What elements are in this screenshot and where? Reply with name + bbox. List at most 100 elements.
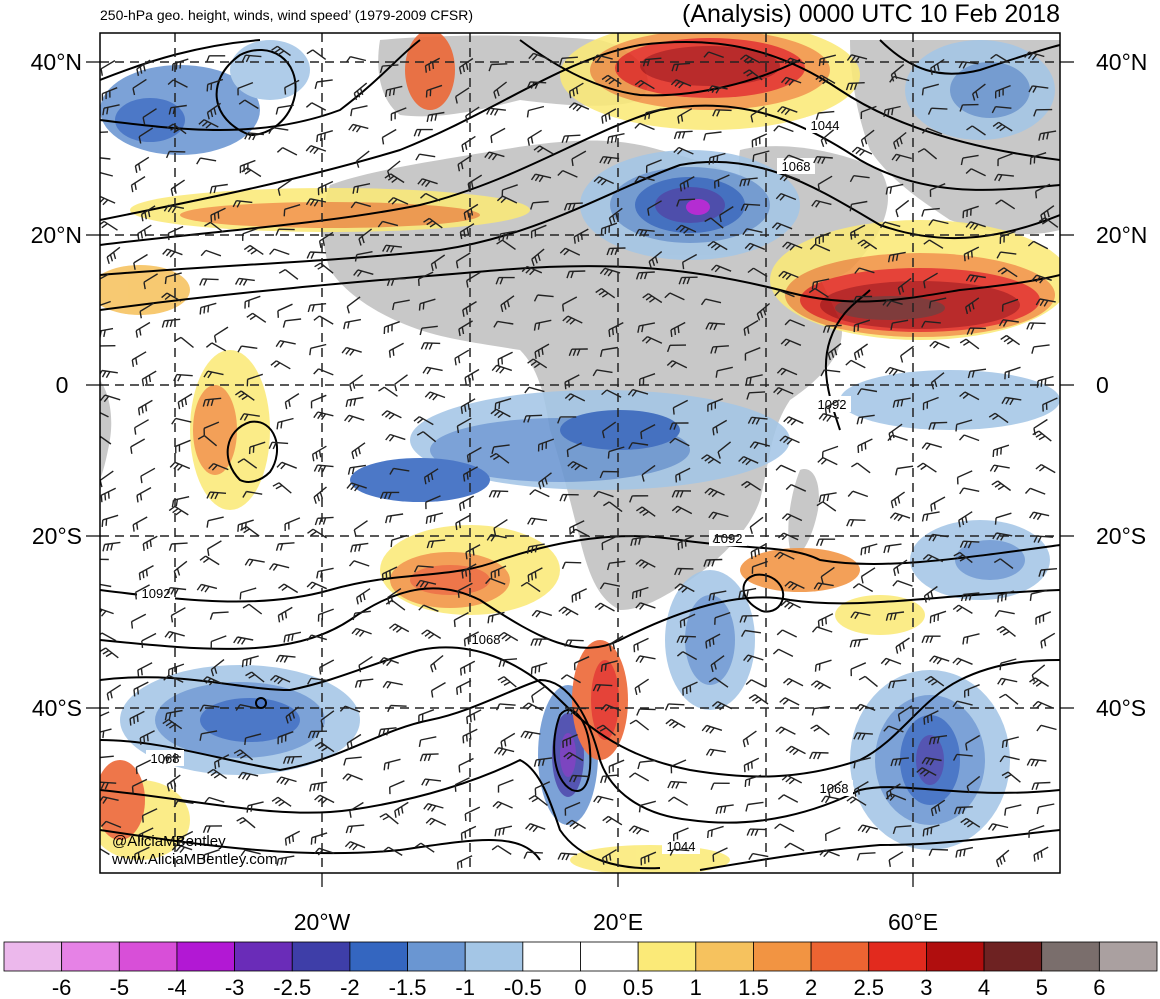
wind-barb-feather — [169, 251, 176, 258]
wind-barb — [1007, 771, 1021, 783]
wind-barb-feather — [714, 266, 721, 273]
wind-barb-feather — [991, 480, 999, 486]
colorbar-tick-label: -2 — [340, 975, 360, 999]
wind-barb-feather — [811, 626, 818, 633]
wind-barb-feather — [345, 399, 349, 408]
wind-barb-feather — [386, 659, 392, 667]
wind-barb — [993, 444, 1010, 451]
wind-barb — [132, 778, 148, 788]
wind-barb-feather — [95, 158, 98, 164]
wind-barb-feather — [956, 659, 962, 666]
wind-barb-feather — [280, 421, 283, 429]
wind-barb-feather — [849, 204, 853, 212]
wind-barb-feather — [748, 694, 756, 700]
wind-barb-feather — [686, 180, 689, 188]
wind-barb-feather — [201, 120, 209, 127]
wind-barb-feather — [889, 512, 896, 519]
wind-barb-feather — [895, 154, 901, 162]
wind-barb — [785, 600, 801, 609]
wind-barb-feather — [853, 82, 858, 90]
wind-barb-feather — [385, 572, 388, 580]
height-contour — [699, 829, 1060, 871]
wind-barb-feather — [782, 699, 789, 705]
wind-barb-feather — [557, 416, 561, 424]
wind-barb-feather — [889, 790, 893, 798]
wind-barb — [635, 719, 650, 731]
wind-barb-feather — [565, 317, 572, 324]
wind-barb-feather — [599, 349, 603, 358]
wind-barb — [349, 374, 364, 385]
wind-barb-feather — [145, 377, 148, 385]
wind-barb-feather — [605, 855, 608, 863]
wind-barb-feather — [962, 637, 965, 645]
wind-barb-feather — [520, 730, 526, 738]
wind-barb — [679, 583, 695, 593]
wind-barb-feather — [434, 113, 438, 121]
wind-barb-feather — [964, 515, 968, 524]
wind-barb-feather — [243, 528, 250, 534]
wind-barb-feather — [1000, 447, 1002, 455]
wind-barb-feather — [392, 625, 399, 631]
wind-barb-feather — [852, 583, 860, 589]
wind-barb-feather — [710, 829, 713, 837]
wind-barb-feather — [282, 320, 286, 328]
wind-barb — [779, 823, 795, 833]
wind-barb-feather — [645, 337, 652, 344]
wind-barb-feather — [604, 663, 607, 671]
wind-barb-feather — [499, 367, 505, 374]
wind-barb-feather — [131, 786, 134, 794]
wind-barb — [1029, 487, 1046, 495]
wind-barb-feather — [710, 264, 717, 271]
wind-barb-feather — [850, 519, 855, 527]
wind-barb-feather — [639, 603, 645, 610]
wind-barb-feather — [880, 657, 887, 665]
wind-barb — [166, 272, 182, 278]
height-contour — [100, 829, 541, 861]
wind-barb-feather — [533, 294, 539, 302]
wind-barb-feather — [821, 795, 826, 803]
wind-barb — [422, 178, 438, 185]
wind-barb — [1037, 700, 1053, 709]
wind-barb-feather — [891, 254, 895, 262]
wind-barb-feather — [138, 163, 141, 171]
wind-barb-feather — [607, 451, 610, 459]
wind-barb — [814, 243, 831, 252]
wind-barb-feather — [744, 483, 752, 489]
wind-barb — [674, 437, 690, 447]
wind-barb-feather — [484, 151, 490, 159]
wind-barb-feather — [202, 399, 206, 407]
wind-barb-feather — [565, 610, 572, 616]
wind-barb — [319, 231, 334, 242]
wind-barb-feather — [428, 63, 431, 71]
wind-barb-feather — [610, 248, 615, 256]
wind-barb-feather — [973, 223, 979, 231]
wind-barb-feather — [140, 231, 144, 239]
wind-barb-feather — [783, 677, 790, 684]
colorbar-swatch — [926, 941, 985, 972]
wind-barb-feather — [1040, 214, 1044, 222]
wind-barb-feather — [386, 682, 392, 689]
wind-barb — [277, 303, 293, 312]
wind-barb-feather — [94, 282, 95, 289]
wind-barb-feather — [288, 836, 291, 844]
wind-barb-feather — [566, 707, 571, 715]
wind-barb — [639, 373, 656, 380]
wind-barb — [242, 227, 259, 235]
colorbar-tick-label: 5 — [1036, 975, 1048, 999]
wind-barb — [561, 56, 578, 59]
wind-barb-feather — [932, 737, 936, 745]
wind-barb-feather — [931, 680, 938, 686]
wind-barb — [717, 804, 734, 808]
wind-barb-feather — [1001, 594, 1003, 602]
wind-barb — [679, 198, 696, 201]
wind-barb-feather — [819, 538, 824, 547]
wind-barb-feather — [504, 636, 512, 642]
wind-barb-feather — [134, 854, 137, 862]
wind-barb-feather — [381, 137, 385, 145]
wind-barb-feather — [630, 538, 634, 547]
wind-barb — [202, 278, 219, 281]
wind-barb — [526, 581, 541, 593]
wind-barb-feather — [921, 88, 924, 96]
wind-barb-feather — [637, 685, 641, 693]
wind-barb-feather — [356, 185, 359, 194]
